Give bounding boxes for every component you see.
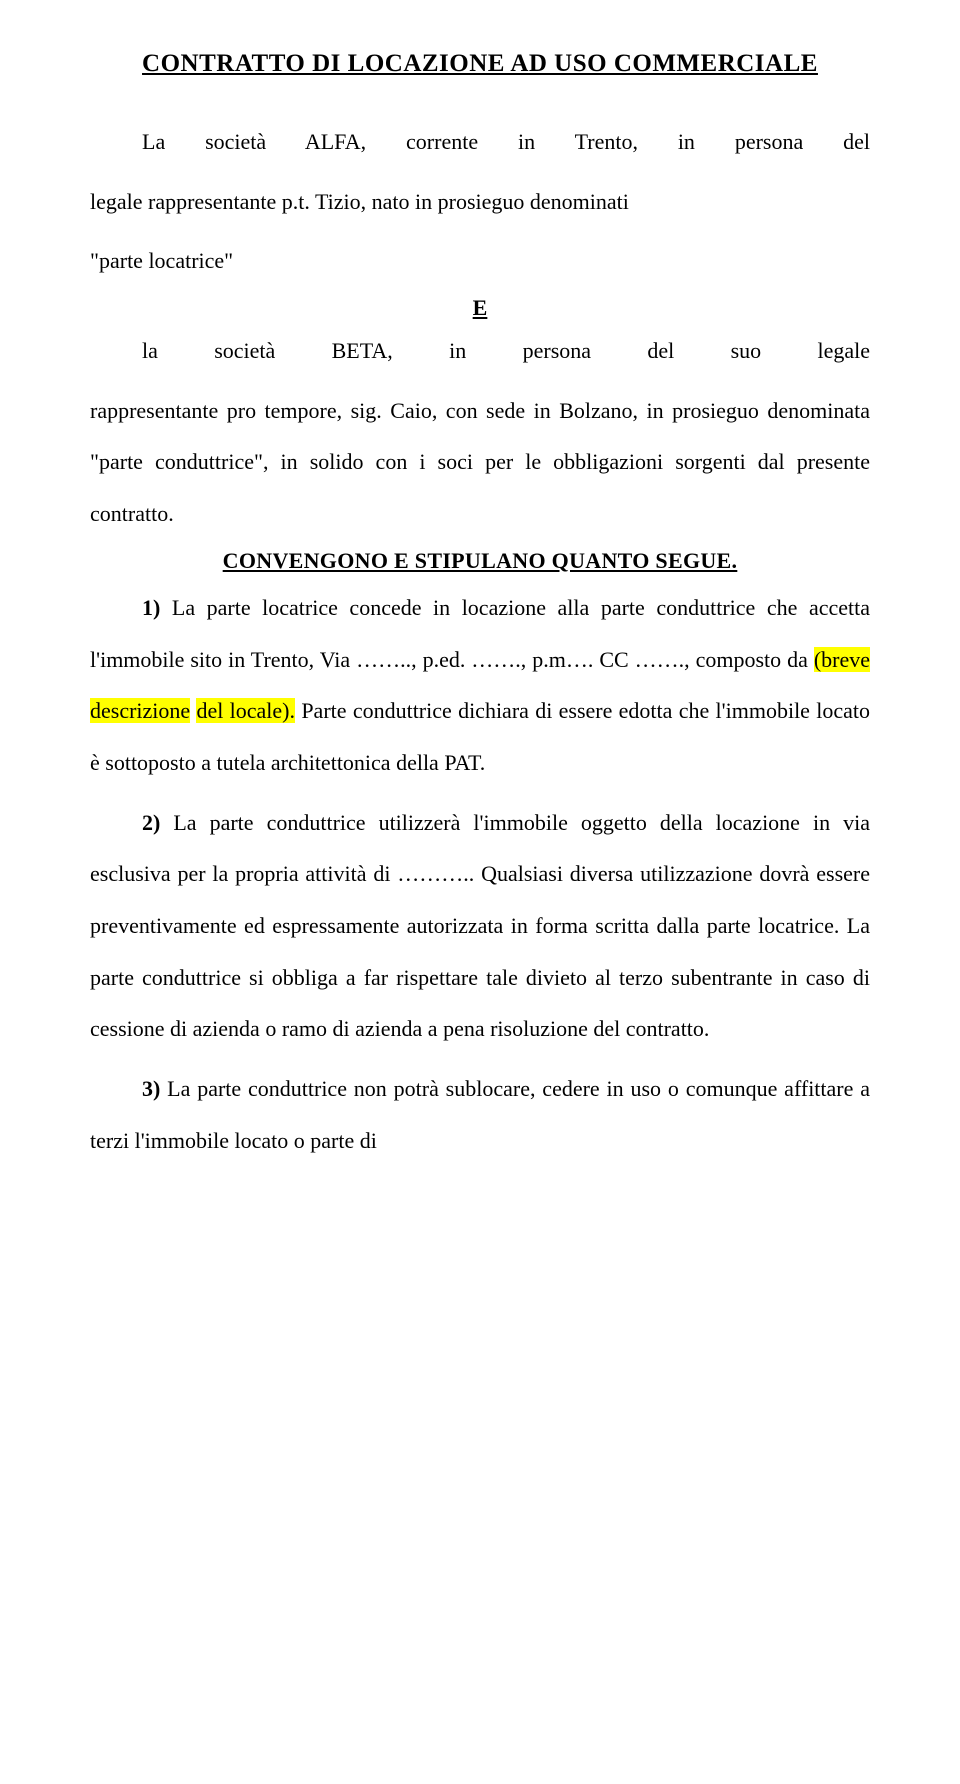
clause-1-pre-text: La parte locatrice concede in locazione … — [90, 595, 870, 672]
party-two-line-1: la società BETA, in persona del suo lega… — [90, 325, 870, 377]
clause-1-highlight-part-2: del locale). — [196, 698, 295, 723]
separator-e: E — [90, 295, 870, 321]
intro-paragraph-line-2: legale rappresentante p.t. Tizio, nato i… — [90, 176, 870, 228]
clause-1-number: 1) — [142, 595, 160, 620]
party-two-rest: rappresentante pro tempore, sig. Caio, c… — [90, 385, 870, 540]
section-heading: CONVENGONO E STIPULANO QUANTO SEGUE. — [90, 548, 870, 574]
clause-3: 3) La parte conduttrice non potrà subloc… — [90, 1063, 870, 1166]
clause-1: 1) La parte locatrice concede in locazio… — [90, 582, 870, 789]
clause-2-text: La parte conduttrice utilizzerà l'immobi… — [90, 810, 870, 1042]
clause-3-number: 3) — [142, 1076, 160, 1101]
intro-paragraph-line-3: "parte locatrice" — [90, 235, 870, 287]
intro-paragraph-line-1: La società ALFA, corrente in Trento, in … — [90, 116, 870, 168]
clause-2: 2) La parte conduttrice utilizzerà l'imm… — [90, 797, 870, 1055]
document-title: CONTRATTO DI LOCAZIONE AD USO COMMERCIAL… — [90, 50, 870, 78]
clause-2-number: 2) — [142, 810, 160, 835]
clause-3-text: La parte conduttrice non potrà sublocare… — [90, 1076, 870, 1153]
